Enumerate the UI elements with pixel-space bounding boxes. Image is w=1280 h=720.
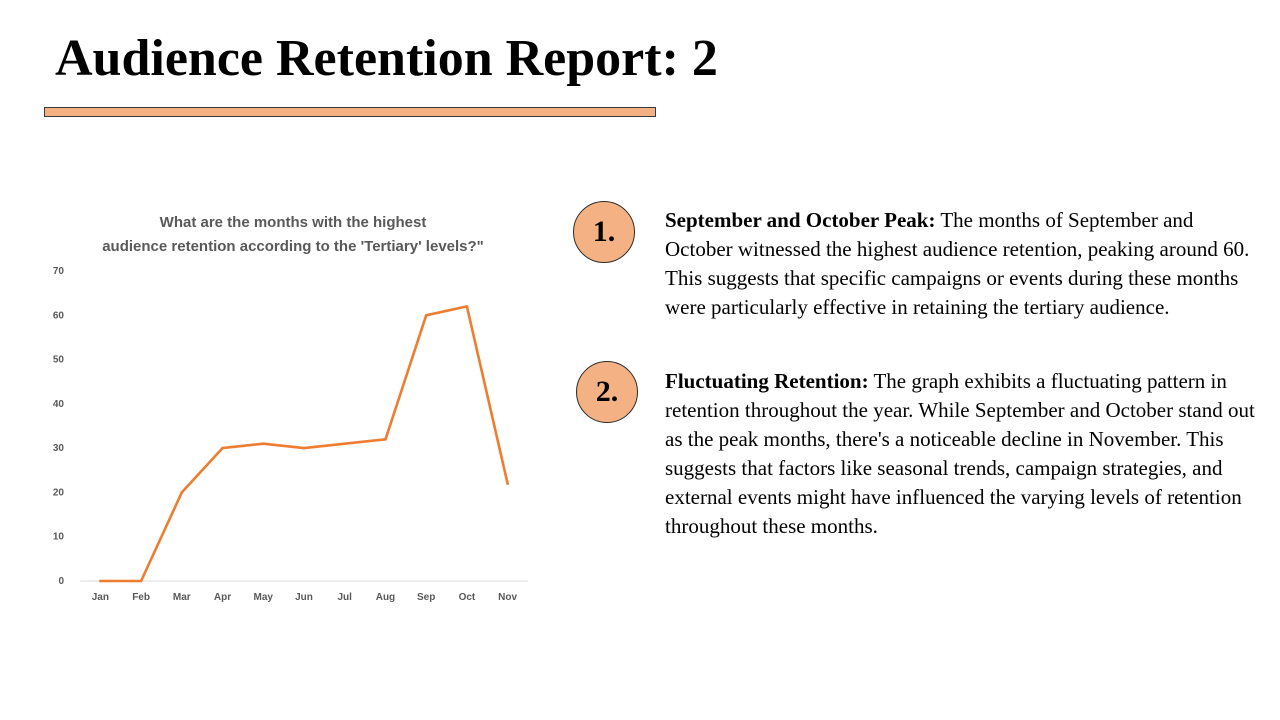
x-tick-label-jun: Jun xyxy=(295,592,313,603)
y-tick-label: 70 xyxy=(53,266,65,277)
x-tick-label-jul: Jul xyxy=(338,592,353,603)
point-1-text: September and October Peak: The months o… xyxy=(665,206,1255,322)
data-point-may xyxy=(261,442,265,446)
data-point-jun xyxy=(302,446,306,450)
chart-title-line-1: What are the months with the highest xyxy=(160,214,427,231)
y-tick-label: 0 xyxy=(58,576,64,587)
data-point-nov xyxy=(506,482,509,485)
y-tick-label: 10 xyxy=(53,532,65,543)
point-1-heading: September and October Peak: xyxy=(665,208,936,232)
point-2-number-badge: 2. xyxy=(576,361,638,423)
series-layer xyxy=(99,305,509,583)
point-1-number-badge: 1. xyxy=(573,201,635,263)
x-tick-label-sep: Sep xyxy=(417,592,435,603)
point-2-text: Fluctuating Retention: The graph exhibit… xyxy=(665,367,1255,541)
x-tick-label-nov: Nov xyxy=(498,592,517,603)
y-tick-label: 20 xyxy=(53,487,65,498)
point-2-body: The graph exhibits a fluctuating pattern… xyxy=(665,369,1255,538)
data-point-jul xyxy=(343,442,347,446)
series-line-0 xyxy=(99,305,509,583)
chart-canvas: What are the months with the highest aud… xyxy=(53,214,528,603)
chart-title-line-2: audience retention according to the 'Ter… xyxy=(102,238,484,255)
data-point-aug xyxy=(384,437,387,441)
data-point-feb xyxy=(139,579,143,583)
y-tick-label: 60 xyxy=(53,310,65,321)
retention-line-chart: What are the months with the highest aud… xyxy=(40,200,540,620)
x-axis-ticks: Jan Feb Mar Apr May Jun Jul Aug Sep Oct Nov xyxy=(92,592,518,603)
x-tick-label-mar: Mar xyxy=(173,592,191,603)
x-tick-label-jan: Jan xyxy=(92,592,109,603)
data-point-sep xyxy=(424,313,428,317)
point-1-body: The months of September and October witn… xyxy=(665,208,1250,319)
data-point-oct xyxy=(465,305,469,308)
x-tick-label-feb: Feb xyxy=(132,592,150,603)
x-tick-label-apr: Apr xyxy=(214,592,231,603)
data-point-apr xyxy=(221,446,224,450)
y-tick-label: 40 xyxy=(53,399,65,410)
point-2-heading: Fluctuating Retention: xyxy=(665,369,869,393)
y-tick-label: 50 xyxy=(53,355,65,366)
title-underline xyxy=(44,107,656,117)
slide-title: Audience Retention Report: 2 xyxy=(55,30,718,87)
data-point-mar xyxy=(180,491,184,494)
x-tick-label-aug: Aug xyxy=(376,592,395,603)
x-tick-label-oct: Oct xyxy=(459,592,476,603)
data-point-jan xyxy=(99,579,102,583)
y-axis-ticks: 0 10 20 30 40 50 60 70 xyxy=(53,266,65,587)
y-tick-label: 30 xyxy=(53,443,65,454)
x-tick-label-may: May xyxy=(254,592,274,603)
